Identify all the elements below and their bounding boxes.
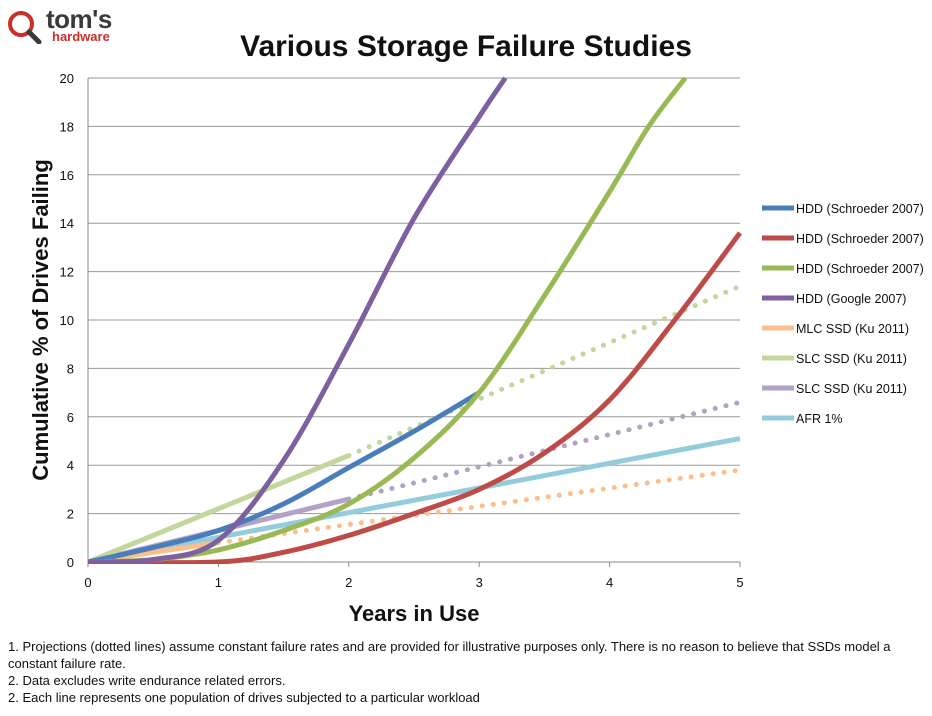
chart-title: Various Storage Failure Studies [240, 30, 692, 63]
y-tick-label: 18 [60, 119, 74, 134]
y-tick-label: 0 [67, 555, 74, 570]
y-tick-label: 14 [60, 216, 74, 231]
projection-line-5 [215, 467, 742, 546]
series-line-3 [88, 76, 688, 564]
x-tick-label: 0 [84, 575, 91, 590]
y-tick-label: 4 [67, 458, 74, 473]
legend: HDD (Schroeder 2007) HDD (Schroeder 2007)… [762, 202, 924, 426]
x-tick-labels: 0 1 2 3 4 5 [84, 575, 743, 590]
y-tick-labels: 0 2 4 6 8 10 12 14 16 18 20 [60, 71, 74, 570]
x-tick-label: 2 [345, 575, 352, 590]
series-line-1 [88, 390, 481, 564]
footnote-3: 2. Each line represents one population o… [8, 690, 480, 705]
x-axis-title: Years in Use [349, 601, 480, 626]
legend-label: AFR 1% [796, 412, 843, 426]
footnotes: 1. Projections (dotted lines) assume con… [8, 638, 924, 706]
x-tick-label: 1 [215, 575, 222, 590]
logo-icon [8, 11, 42, 44]
toms-hardware-logo: tom's hardware [4, 4, 124, 46]
y-tick-label: 6 [67, 410, 74, 425]
legend-label: SLC SSD (Ku 2011) [796, 382, 907, 396]
y-tick-label: 10 [60, 313, 74, 328]
footnote-1: 1. Projections (dotted lines) assume con… [8, 639, 891, 671]
axes [87, 78, 741, 567]
legend-label: MLC SSD (Ku 2011) [796, 322, 909, 336]
grid-lines [88, 77, 740, 563]
y-tick-label: 12 [60, 265, 74, 280]
logo-wordmark: tom's [46, 4, 112, 34]
logo-subtitle: hardware [52, 29, 110, 44]
legend-label: HDD (Schroeder 2007) [796, 202, 924, 216]
series-line-4 [88, 76, 508, 564]
series-line-6 [88, 453, 350, 564]
series-line-2 [88, 231, 742, 564]
y-tick-label: 8 [67, 361, 74, 376]
projection-lines [215, 283, 742, 546]
projection-line-6 [346, 283, 742, 459]
y-tick-label: 16 [60, 168, 74, 183]
legend-label: HDD (Google 2007) [796, 292, 906, 306]
series-line-8 [88, 436, 741, 564]
x-tick-label: 4 [606, 575, 613, 590]
legend-label: SLC SSD (Ku 2011) [796, 352, 907, 366]
y-axis-title: Cumulative % of Drives Failing [28, 159, 53, 481]
legend-label: HDD (Schroeder 2007) [796, 262, 924, 276]
y-tick-label: 20 [60, 71, 74, 86]
footnote-2: 2. Data excludes write endurance related… [8, 673, 286, 688]
x-tick-label: 3 [476, 575, 483, 590]
y-tick-label: 2 [67, 507, 74, 522]
legend-label: HDD (Schroeder 2007) [796, 232, 924, 246]
x-tick-label: 5 [736, 575, 743, 590]
series-lines [88, 76, 742, 564]
